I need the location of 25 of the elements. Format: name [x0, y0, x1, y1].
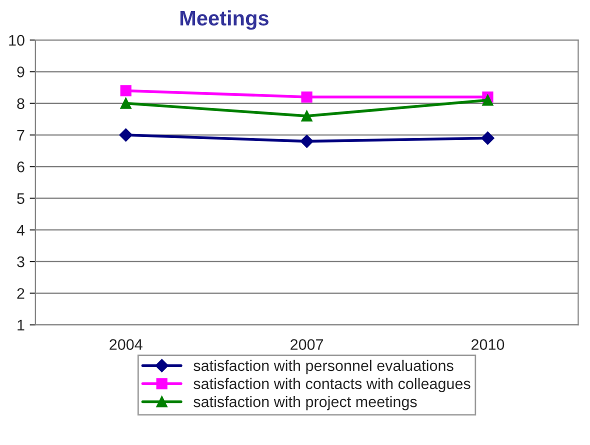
- legend-label: satisfaction with contacts with colleagues: [194, 378, 470, 392]
- point: [120, 98, 132, 109]
- y-tick-label: 4: [16, 224, 25, 236]
- y-tick-label: 2: [17, 288, 24, 299]
- point: [482, 94, 494, 106]
- y-tick-label: 9: [17, 66, 24, 78]
- y-tick-label: 5: [17, 193, 24, 204]
- legend-label: satisfaction with project meetings: [194, 396, 417, 410]
- y-tick-label: 10: [9, 34, 24, 46]
- y-tick-label: 6: [17, 161, 24, 172]
- legend-label: satisfaction with personnel evaluations: [194, 360, 454, 374]
- y-tick-label: 7: [17, 130, 24, 141]
- point: [481, 132, 494, 145]
- point: [301, 110, 312, 122]
- point: [120, 85, 132, 96]
- y-tick-label: 8: [17, 98, 24, 110]
- x-tick-label: 2010: [472, 339, 504, 350]
- point: [301, 91, 312, 103]
- y-tick-label: 1: [18, 320, 24, 330]
- point: [300, 134, 314, 148]
- chart-title: Meetings: [180, 10, 268, 30]
- x-tick-label: 2004: [110, 339, 142, 350]
- x-tick-label: 2007: [290, 339, 324, 350]
- point: [119, 128, 132, 142]
- y-tick-label: 3: [17, 256, 24, 268]
